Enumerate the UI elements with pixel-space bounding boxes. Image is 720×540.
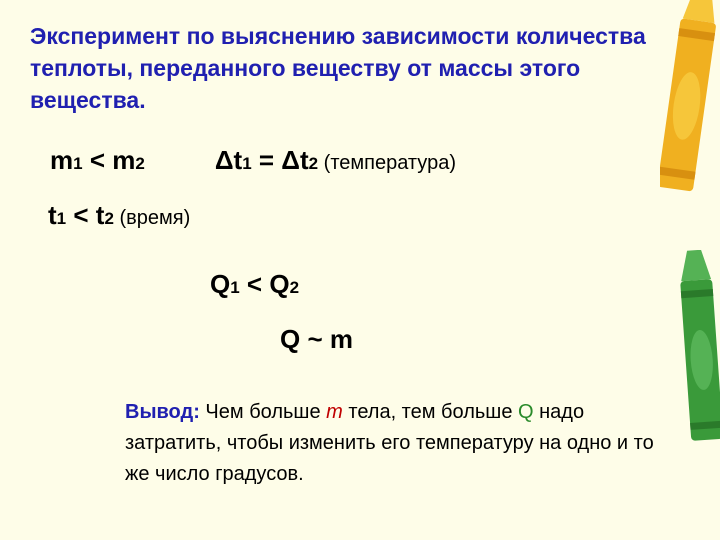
m2-sub: 2 [135, 154, 144, 173]
q1-sub: 1 [230, 278, 239, 297]
formula-q: Q1 < Q2 [210, 269, 680, 300]
q1: Q [210, 269, 230, 299]
formula-qm: Q ~ m [280, 324, 680, 355]
lt1: < [83, 145, 113, 175]
lt3: < [240, 269, 270, 299]
formula-tau: t1 < t2 (время) [48, 200, 680, 231]
q2: Q [269, 269, 289, 299]
dt2-sub: 2 [309, 154, 318, 173]
formula-dt: Δt1 = Δt2 (температура) [215, 145, 456, 176]
lt2: < [66, 200, 96, 230]
q2-sub: 2 [290, 278, 299, 297]
formula-mass: m1 < m2 [50, 145, 145, 176]
conclusion-m: m [326, 401, 343, 423]
dt1: Δt [215, 145, 242, 175]
t1-sub: 1 [57, 209, 66, 228]
row-mass-dt: m1 < m2 Δt1 = Δt2 (температура) [50, 145, 680, 176]
m2: m [112, 145, 135, 175]
eq: = [252, 145, 282, 175]
conclusion: Вывод: Чем больше m тела, тем больше Q н… [125, 397, 680, 490]
m1-sub: 1 [73, 154, 82, 173]
conclusion-p2: тела, тем больше [343, 401, 518, 423]
tau-note: (время) [114, 207, 190, 229]
conclusion-p1: Чем больше [200, 401, 326, 423]
conclusion-lead: Вывод: [125, 401, 200, 423]
t2-sub: 2 [104, 209, 113, 228]
m1: m [50, 145, 73, 175]
dt2: Δt [281, 145, 308, 175]
dt1-sub: 1 [242, 154, 251, 173]
t1: t [48, 200, 57, 230]
dt-note: (температура) [318, 152, 456, 174]
slide-title: Эксперимент по выяснению зависимости кол… [30, 20, 680, 117]
conclusion-q: Q [518, 401, 534, 423]
